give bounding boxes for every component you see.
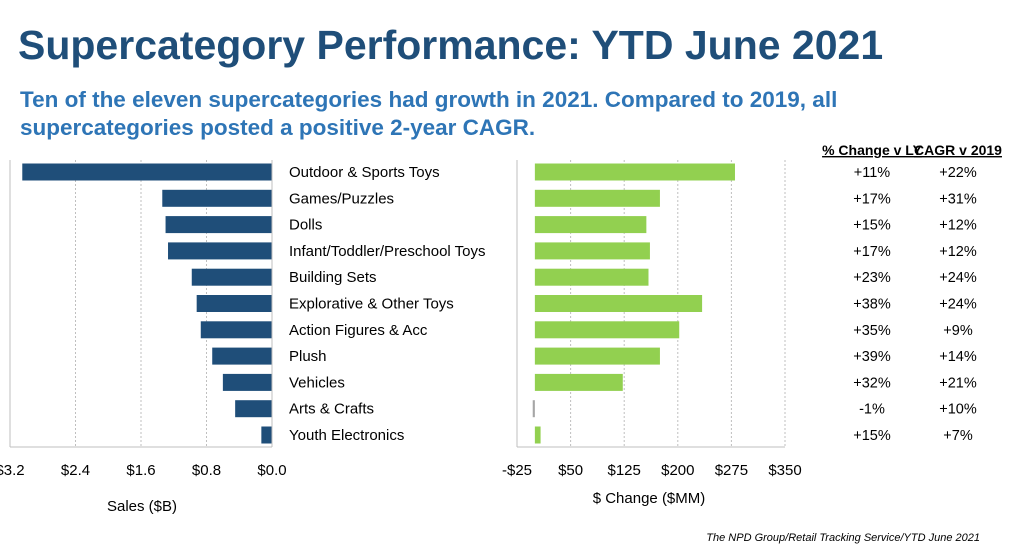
change-bar	[534, 295, 703, 312]
change-bar	[534, 242, 650, 260]
table-cell: +31%	[939, 191, 977, 207]
sales-bar	[235, 400, 272, 418]
table-cell: +9%	[943, 323, 973, 339]
table-cell: +14%	[939, 349, 977, 365]
category-label: Infant/Toddler/Preschool Toys	[289, 243, 486, 260]
sales-tick-label: $0.0	[257, 462, 286, 479]
source-note: The NPD Group/Retail Tracking Service/YT…	[706, 532, 980, 544]
change-bar	[534, 268, 649, 286]
table-cell: +17%	[853, 191, 891, 207]
change-bar	[534, 163, 735, 181]
sales-bar	[196, 295, 272, 312]
table-cell: +24%	[939, 270, 977, 286]
change-bar	[534, 426, 541, 444]
sales-bar	[168, 242, 272, 260]
change-axis-title: $ Change ($MM)	[593, 490, 706, 507]
category-label: Vehicles	[289, 374, 345, 391]
change-tick-label: -$25	[502, 462, 532, 479]
change-tick-label: $275	[715, 462, 748, 479]
category-label: Building Sets	[289, 269, 377, 286]
table-cell: +17%	[853, 244, 891, 260]
table-cell: +10%	[939, 402, 977, 418]
table-cell: +39%	[853, 349, 891, 365]
table-column-header: CAGR v 2019	[914, 142, 1002, 158]
table-cell: +22%	[939, 165, 977, 181]
page-title: Supercategory Performance: YTD June 2021	[18, 22, 884, 68]
page-subtitle: Ten of the eleven supercategories had gr…	[20, 87, 838, 140]
sales-bar	[222, 373, 272, 391]
sales-tick-label: $1.6	[126, 462, 155, 479]
category-label: Plush	[289, 348, 327, 365]
category-label: Outdoor & Sports Toys	[289, 164, 440, 181]
change-bar	[532, 400, 535, 418]
table-cell: +21%	[939, 375, 977, 391]
table-cell: -1%	[859, 402, 885, 418]
change-bar	[534, 373, 623, 391]
table-cell: +15%	[853, 218, 891, 234]
change-tick-label: $125	[608, 462, 641, 479]
change-bar	[534, 189, 660, 207]
change-bar	[534, 216, 647, 234]
table-cell: +38%	[853, 297, 891, 313]
change-tick-label: $200	[661, 462, 694, 479]
category-label: Youth Electronics	[289, 427, 404, 444]
category-label: Dolls	[289, 217, 322, 234]
table-cell: +32%	[853, 375, 891, 391]
sales-bar	[191, 268, 272, 286]
table-cell: +7%	[943, 428, 973, 444]
table-cell: +24%	[939, 297, 977, 313]
change-bar	[534, 347, 660, 365]
sales-tick-label: $3.2	[0, 462, 25, 479]
sales-axis-title: Sales ($B)	[107, 498, 177, 515]
sales-tick-label: $0.8	[192, 462, 221, 479]
change-tick-label: $350	[768, 462, 801, 479]
sales-bar	[261, 426, 272, 444]
change-tick-label: $50	[558, 462, 583, 479]
sales-bar	[165, 216, 272, 234]
table-cell: +12%	[939, 218, 977, 234]
sales-tick-label: $2.4	[61, 462, 90, 479]
table-column-header: % Change v LY	[822, 142, 923, 158]
change-bar	[534, 321, 680, 339]
table-cell: +12%	[939, 244, 977, 260]
category-label: Action Figures & Acc	[289, 322, 428, 339]
category-label: Games/Puzzles	[289, 190, 394, 207]
category-label: Explorative & Other Toys	[289, 296, 454, 313]
sales-bar	[200, 321, 272, 339]
sales-bar	[22, 163, 272, 181]
table-cell: +11%	[854, 165, 891, 181]
table-cell: +35%	[853, 323, 891, 339]
category-label: Arts & Crafts	[289, 401, 374, 418]
sales-bar	[162, 189, 272, 207]
table-cell: +15%	[853, 428, 891, 444]
table-cell: +23%	[853, 270, 891, 286]
sales-bar	[212, 347, 272, 365]
